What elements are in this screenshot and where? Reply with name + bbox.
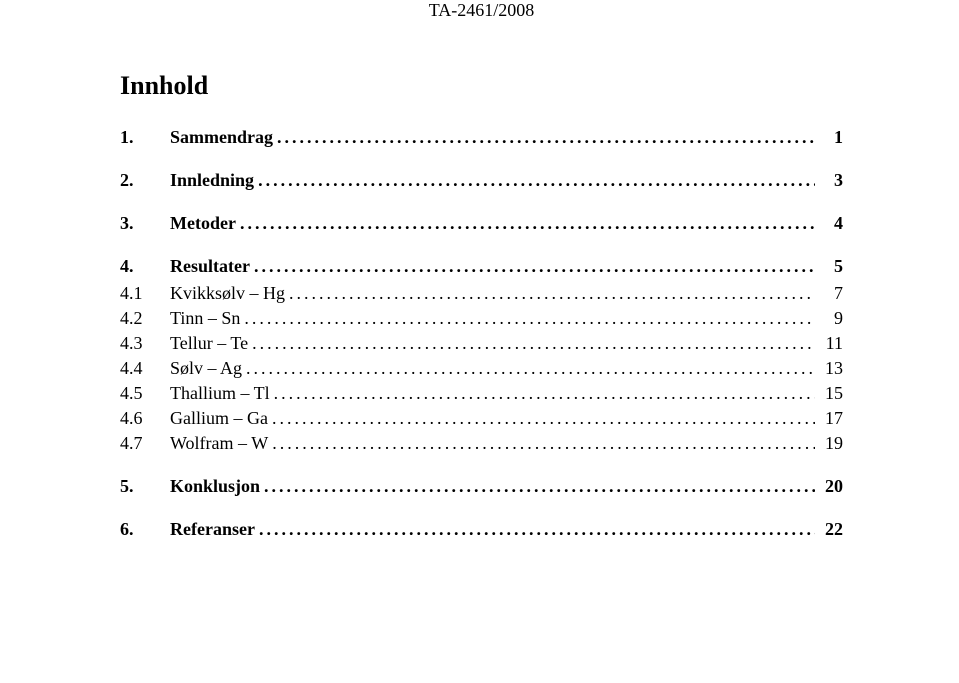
toc-number: 3. [120, 213, 170, 234]
toc-entry: 3. Metoder 4 [120, 213, 843, 234]
page-header: TA-2461/2008 [120, 0, 843, 21]
toc-entry: 4. Resultater 5 [120, 256, 843, 277]
toc-dots [289, 283, 815, 304]
toc-page: 22 [819, 519, 843, 540]
toc-text: Tinn – Sn [170, 308, 240, 329]
toc-entry: 2. Innledning 3 [120, 170, 843, 191]
toc-page: 13 [819, 358, 843, 379]
toc-entry: 4.6 Gallium – Ga 17 [120, 408, 843, 429]
toc-text: Konklusjon [170, 476, 260, 497]
toc-dots [259, 519, 815, 540]
toc-text: Referanser [170, 519, 255, 540]
toc-entry: 4.1 Kvikksølv – Hg 7 [120, 283, 843, 304]
toc-number: 4.2 [120, 308, 170, 329]
toc-title: Innhold [120, 71, 843, 101]
toc-number: 5. [120, 476, 170, 497]
toc-text: Sammendrag [170, 127, 273, 148]
toc-number: 1. [120, 127, 170, 148]
toc-dots [254, 256, 815, 277]
toc-page: 5 [819, 256, 843, 277]
toc-page: 11 [819, 333, 843, 354]
toc-page: 1 [819, 127, 843, 148]
toc-number: 4.5 [120, 383, 170, 404]
toc-entry: 6. Referanser 22 [120, 519, 843, 540]
toc-text: Metoder [170, 213, 236, 234]
toc-text: Wolfram – W [170, 433, 268, 454]
toc-page: 15 [819, 383, 843, 404]
toc-entry: 4.5 Thallium – Tl 15 [120, 383, 843, 404]
toc-page: 4 [819, 213, 843, 234]
toc-list: 1. Sammendrag 1 2. Innledning 3 3. Metod… [120, 127, 843, 540]
toc-number: 4.6 [120, 408, 170, 429]
toc-dots [272, 433, 815, 454]
toc-number: 4. [120, 256, 170, 277]
toc-entry: 4.4 Sølv – Ag 13 [120, 358, 843, 379]
toc-dots [272, 408, 815, 429]
toc-page: 3 [819, 170, 843, 191]
toc-number: 4.4 [120, 358, 170, 379]
toc-dots [244, 308, 815, 329]
toc-entry: 5. Konklusjon 20 [120, 476, 843, 497]
toc-number: 2. [120, 170, 170, 191]
toc-text: Resultater [170, 256, 250, 277]
toc-dots [274, 383, 815, 404]
toc-dots [258, 170, 815, 191]
toc-text: Thallium – Tl [170, 383, 270, 404]
toc-page: 17 [819, 408, 843, 429]
toc-number: 4.3 [120, 333, 170, 354]
toc-entry: 4.3 Tellur – Te 11 [120, 333, 843, 354]
toc-page: 9 [819, 308, 843, 329]
toc-text: Tellur – Te [170, 333, 248, 354]
toc-number: 4.1 [120, 283, 170, 304]
toc-entry: 4.7 Wolfram – W 19 [120, 433, 843, 454]
toc-text: Gallium – Ga [170, 408, 268, 429]
toc-dots [264, 476, 815, 497]
toc-dots [240, 213, 815, 234]
toc-page: 7 [819, 283, 843, 304]
toc-text: Sølv – Ag [170, 358, 242, 379]
toc-number: 6. [120, 519, 170, 540]
toc-text: Innledning [170, 170, 254, 191]
toc-dots [252, 333, 815, 354]
toc-entry: 4.2 Tinn – Sn 9 [120, 308, 843, 329]
toc-text: Kvikksølv – Hg [170, 283, 285, 304]
toc-page: 19 [819, 433, 843, 454]
toc-page: 20 [819, 476, 843, 497]
toc-number: 4.7 [120, 433, 170, 454]
toc-dots [246, 358, 815, 379]
toc-entry: 1. Sammendrag 1 [120, 127, 843, 148]
toc-dots [277, 127, 815, 148]
